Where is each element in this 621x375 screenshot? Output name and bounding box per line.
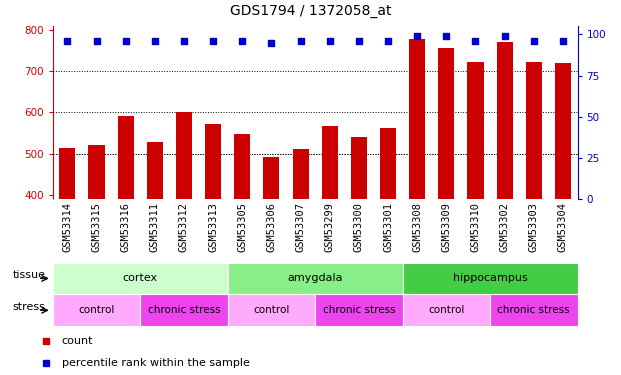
Bar [53, 294, 140, 326]
Text: chronic stress: chronic stress [322, 305, 395, 315]
Text: hippocampus: hippocampus [453, 273, 527, 284]
Bar [205, 124, 221, 199]
Bar [380, 128, 396, 199]
Text: cortex: cortex [123, 273, 158, 284]
Text: GSM53315: GSM53315 [91, 202, 101, 252]
Point [442, 33, 451, 39]
Text: GSM53312: GSM53312 [179, 202, 189, 252]
Text: GSM53306: GSM53306 [266, 202, 276, 252]
Point [150, 38, 160, 44]
Bar [89, 145, 104, 199]
Text: GSM53303: GSM53303 [529, 202, 539, 252]
Bar [468, 62, 484, 199]
Text: amygdala: amygdala [288, 273, 343, 284]
Bar [234, 134, 250, 199]
Point [354, 38, 364, 44]
Text: stress: stress [12, 302, 45, 312]
Text: GDS1794 / 1372058_at: GDS1794 / 1372058_at [230, 4, 391, 18]
Bar [60, 148, 75, 199]
Bar [53, 262, 228, 294]
Text: GSM53302: GSM53302 [500, 202, 510, 252]
Text: GSM53307: GSM53307 [296, 202, 306, 252]
Text: GSM53308: GSM53308 [412, 202, 422, 252]
Point [208, 38, 218, 44]
Bar [409, 39, 425, 199]
Bar [140, 294, 228, 326]
Point [179, 38, 189, 44]
Point [500, 33, 510, 39]
Bar [351, 137, 367, 199]
Text: control: control [253, 305, 289, 315]
Bar [117, 116, 134, 199]
Text: GSM53300: GSM53300 [354, 202, 364, 252]
Point [91, 38, 101, 44]
Bar [402, 262, 578, 294]
Point [296, 38, 306, 44]
Point [558, 38, 568, 44]
Bar [315, 294, 402, 326]
Bar [555, 63, 571, 199]
Text: GSM53310: GSM53310 [471, 202, 481, 252]
Bar [228, 294, 315, 326]
Point [325, 38, 335, 44]
Bar [176, 112, 192, 199]
Point [412, 33, 422, 39]
Point [471, 38, 481, 44]
Text: control: control [428, 305, 465, 315]
Bar [228, 262, 402, 294]
Point [237, 38, 247, 44]
Point [383, 38, 393, 44]
Point [266, 40, 276, 46]
Bar [526, 62, 542, 199]
Text: control: control [78, 305, 115, 315]
Bar [490, 294, 578, 326]
Point [62, 38, 72, 44]
Bar [322, 126, 338, 199]
Bar [438, 48, 455, 199]
Text: GSM53314: GSM53314 [62, 202, 73, 252]
Bar [402, 294, 490, 326]
Bar [497, 42, 513, 199]
Text: count: count [62, 336, 93, 346]
Text: chronic stress: chronic stress [497, 305, 570, 315]
Point [120, 38, 130, 44]
Point [529, 38, 539, 44]
Text: GSM53301: GSM53301 [383, 202, 393, 252]
Text: chronic stress: chronic stress [148, 305, 220, 315]
Bar [263, 157, 279, 199]
Text: GSM53299: GSM53299 [325, 202, 335, 252]
Text: GSM53309: GSM53309 [442, 202, 451, 252]
Text: tissue: tissue [12, 270, 45, 280]
Text: GSM53311: GSM53311 [150, 202, 160, 252]
Bar [292, 149, 309, 199]
Text: percentile rank within the sample: percentile rank within the sample [62, 358, 250, 368]
Text: GSM53316: GSM53316 [120, 202, 130, 252]
Text: GSM53304: GSM53304 [558, 202, 568, 252]
Bar [147, 142, 163, 199]
Text: GSM53305: GSM53305 [237, 202, 247, 252]
Text: GSM53313: GSM53313 [208, 202, 218, 252]
